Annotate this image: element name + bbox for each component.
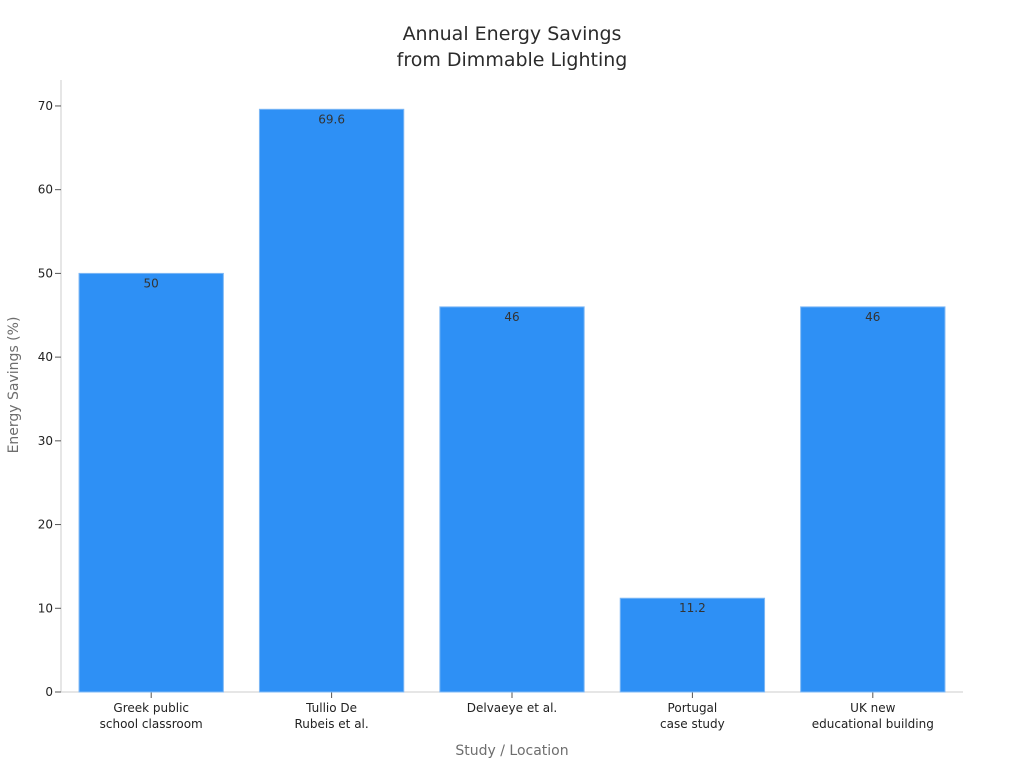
bar	[800, 306, 946, 693]
y-tick-label: 0	[45, 685, 53, 699]
x-tick-label: Greek public school classroom	[100, 701, 203, 731]
bar-value-label: 50	[144, 276, 159, 290]
x-tick-label-line: educational building	[812, 717, 934, 731]
x-tick-label: UK new educational building	[812, 701, 934, 731]
bar	[78, 272, 224, 693]
bar	[619, 597, 766, 693]
x-tick-label: Portugal case study	[660, 701, 725, 731]
x-tick-label: Delvaeye et al.	[467, 701, 558, 715]
x-tick-label: Tullio De Rubeis et al.	[294, 701, 368, 731]
y-tick-label: 70	[38, 99, 53, 113]
bar-value-label: 46	[865, 310, 880, 324]
x-tick-label-line: UK new	[850, 701, 895, 715]
chart-title-line-1: Annual Energy Savings	[403, 23, 622, 45]
x-tick-label-line: case study	[660, 717, 725, 731]
y-tick-label: 50	[38, 266, 53, 280]
x-tick-label-line: Greek public	[113, 701, 189, 715]
x-tick-label-line: school classroom	[100, 717, 203, 731]
x-tick-label-line: Delvaeye et al.	[467, 701, 558, 715]
y-tick-label: 60	[38, 183, 53, 197]
y-axis: 0 10 20 30 40 50 60 70	[38, 80, 62, 699]
x-tick-label-line: Rubeis et al.	[294, 717, 368, 731]
bar-value-label: 11.2	[679, 601, 706, 615]
y-tick-label: 40	[38, 350, 53, 364]
x-axis-label: Study / Location	[455, 743, 568, 759]
y-tick-label: 10	[38, 601, 53, 615]
x-axis: Greek public school classroom Tullio De Rub…	[61, 691, 963, 731]
bar-series	[78, 108, 946, 693]
y-axis-label: Energy Savings (%)	[6, 317, 22, 454]
y-tick-label: 20	[38, 518, 53, 532]
data-label-group: 50 69.6 46 11.2 46	[144, 112, 881, 615]
bar	[258, 108, 405, 693]
x-tick-label-line: Tullio De	[305, 701, 357, 715]
chart-title-line-2: from Dimmable Lighting	[397, 49, 628, 71]
bar-value-label: 46	[504, 310, 519, 324]
y-tick-label: 30	[38, 434, 53, 448]
bar	[439, 306, 585, 693]
x-tick-label-line: Portugal	[668, 701, 718, 715]
bar-value-label: 69.6	[318, 112, 345, 126]
